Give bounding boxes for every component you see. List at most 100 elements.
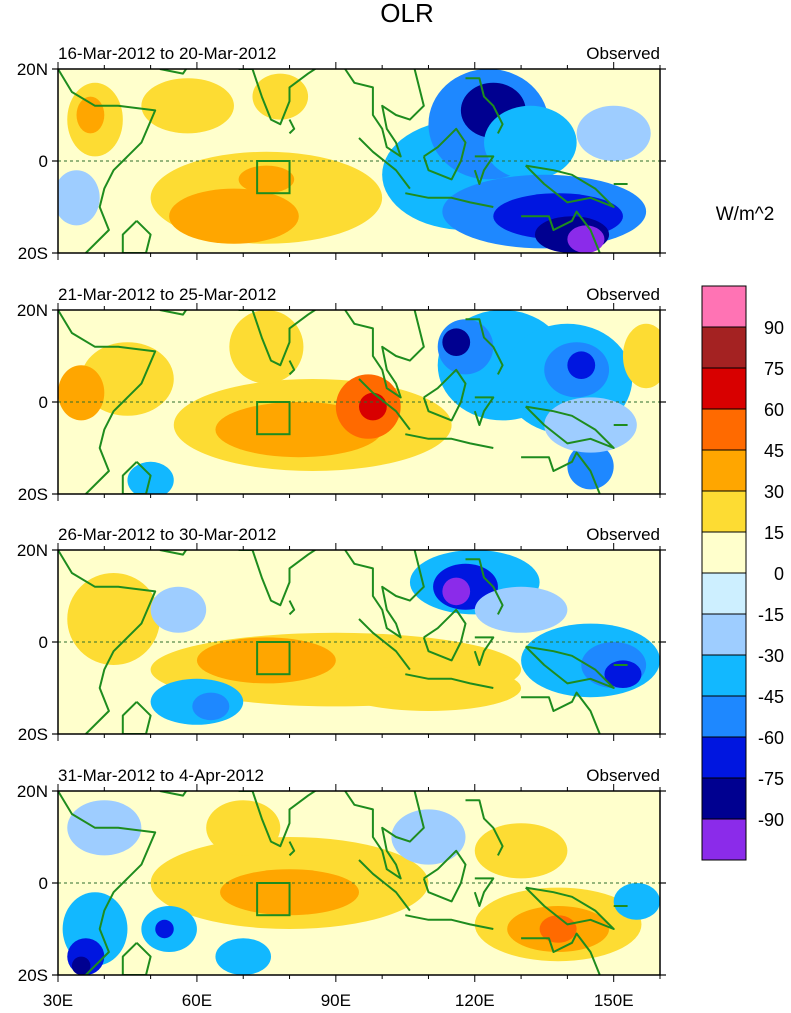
coastlines (58, 791, 628, 975)
coastlines (58, 550, 628, 734)
map-panel: 20N 0 20S 31-Mar-2012 to 4-Apr-2012 Observed (17, 766, 666, 985)
coastline (473, 396, 495, 426)
coastline (58, 791, 157, 975)
colorbar-level-label: 75 (764, 359, 784, 379)
anomaly-field (58, 69, 651, 253)
olr-anomaly-blob (484, 105, 577, 180)
coastline (159, 310, 188, 316)
colorbar-level-label: -90 (758, 810, 784, 830)
panels: 20N 0 20S 16-Mar-2012 to 20-Mar-2012 Observe… (17, 44, 666, 985)
coastline (344, 550, 425, 639)
coastline (465, 799, 504, 856)
colorbar-swatch (701, 326, 747, 369)
unit-label: W/m^2 (716, 204, 775, 225)
olr-anomaly-blob (604, 660, 642, 688)
olr-anomaly-blob (141, 78, 234, 134)
colorbar-swatch (701, 777, 747, 820)
lon-label: 120E (455, 991, 495, 1010)
olr-anomaly-blob (58, 170, 100, 226)
coastline (473, 636, 495, 666)
colorbar-level-label: 60 (764, 400, 784, 420)
olr-anomaly-blob (196, 637, 336, 684)
panel-observed-label: Observed (586, 766, 660, 785)
index-box (256, 641, 291, 676)
olr-anomaly-blob (544, 397, 637, 453)
coastline (465, 77, 504, 134)
lat-label: 20S (18, 244, 48, 263)
colorbar-level-label: -45 (758, 687, 784, 707)
colorbar-swatch (701, 531, 747, 574)
colorbar-level-label: 30 (764, 482, 784, 502)
colorbar-swatch (701, 367, 747, 410)
colorbar-swatch (701, 449, 747, 492)
coastline (159, 791, 188, 797)
lat-label: 20S (18, 725, 48, 744)
olr-anomaly-blob (567, 225, 605, 253)
coastline (238, 310, 317, 367)
olr-anomaly-blob (335, 665, 522, 711)
panel-observed-label: Observed (586, 285, 660, 304)
coastline (524, 645, 615, 689)
olr-anomaly-blob (155, 919, 174, 939)
colorbar-swatch (701, 490, 747, 533)
lon-label: 90E (321, 991, 351, 1010)
colorbar-swatch (701, 818, 747, 861)
panel-period-label: 26-Mar-2012 to 30-Mar-2012 (58, 525, 276, 544)
coastline (405, 914, 494, 930)
colorbar-level-label: 15 (764, 523, 784, 543)
coastline (465, 558, 504, 615)
panel-observed-label: Observed (586, 44, 660, 63)
coastline (521, 932, 601, 975)
panel-observed-label: Observed (586, 525, 660, 544)
anomaly-field (58, 310, 660, 494)
coastline (465, 318, 504, 375)
coastline (238, 69, 317, 126)
coastline (288, 841, 296, 857)
colorbar-level-label: 90 (764, 318, 784, 338)
olr-anomaly-blob (442, 577, 471, 606)
olr-anomaly-blob (474, 823, 568, 879)
panel-period-label: 21-Mar-2012 to 25-Mar-2012 (58, 285, 276, 304)
colorbar-swatch (701, 736, 747, 779)
lat-label: 20N (17, 782, 48, 801)
coastline (405, 433, 494, 449)
olr-anomaly-blob (613, 883, 660, 920)
coastline (288, 119, 296, 135)
colorbar-swatch (701, 408, 747, 451)
index-box (256, 160, 291, 195)
anomaly-field (67, 550, 660, 725)
coastline (473, 155, 495, 185)
colorbar-swatch (701, 695, 747, 738)
lat-label: 0 (39, 633, 48, 652)
colorbar-swatch (701, 572, 747, 615)
coastline (473, 877, 495, 907)
coastline (288, 600, 296, 616)
coastlines (58, 310, 628, 494)
olr-anomaly-blob (359, 392, 387, 421)
longitude-axis-labels: 30E 60E 90E 120E 150E (43, 991, 634, 1010)
index-box (256, 401, 291, 436)
lon-label: 150E (594, 991, 634, 1010)
lat-label: 0 (39, 152, 48, 171)
coastline (121, 942, 152, 975)
map-panel: 20N 0 20S 21-Mar-2012 to 25-Mar-2012 Observe… (17, 285, 666, 504)
coastline (524, 164, 615, 208)
coastline (121, 701, 152, 734)
coastline (344, 791, 425, 880)
coastline (159, 69, 188, 75)
olr-anomaly-blob (215, 938, 272, 975)
olr-anomaly-blob (58, 365, 105, 421)
lat-label: 20N (17, 541, 48, 560)
olr-anomaly-blob (576, 105, 651, 161)
coastline (344, 69, 425, 158)
olr-anomaly-blob (539, 915, 577, 943)
index-box (256, 882, 291, 917)
coastline (422, 127, 467, 181)
lat-label: 0 (39, 393, 48, 412)
olr-anomaly-blob (391, 809, 466, 865)
coastline (521, 451, 601, 494)
coastline (422, 368, 467, 422)
coastline (422, 849, 467, 903)
map-panel: 20N 0 20S 26-Mar-2012 to 30-Mar-2012 Observe… (17, 525, 666, 744)
